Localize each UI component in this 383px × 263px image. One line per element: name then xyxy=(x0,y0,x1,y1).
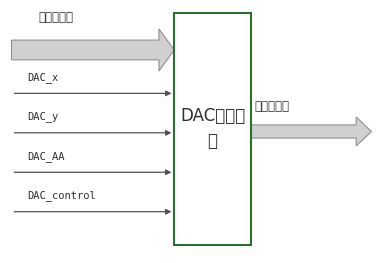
Text: DAC_x: DAC_x xyxy=(27,72,58,83)
Text: DAC_y: DAC_y xyxy=(27,112,58,123)
Text: DAC校正模
块: DAC校正模 块 xyxy=(180,107,245,150)
Bar xyxy=(174,13,251,245)
Text: DAC_control: DAC_control xyxy=(27,190,96,201)
Text: 校正后数据: 校正后数据 xyxy=(255,100,290,113)
Text: DAC_AA: DAC_AA xyxy=(27,151,64,162)
Text: 校正前数据: 校正前数据 xyxy=(38,11,73,24)
FancyArrow shape xyxy=(251,117,372,146)
FancyArrow shape xyxy=(11,29,174,71)
